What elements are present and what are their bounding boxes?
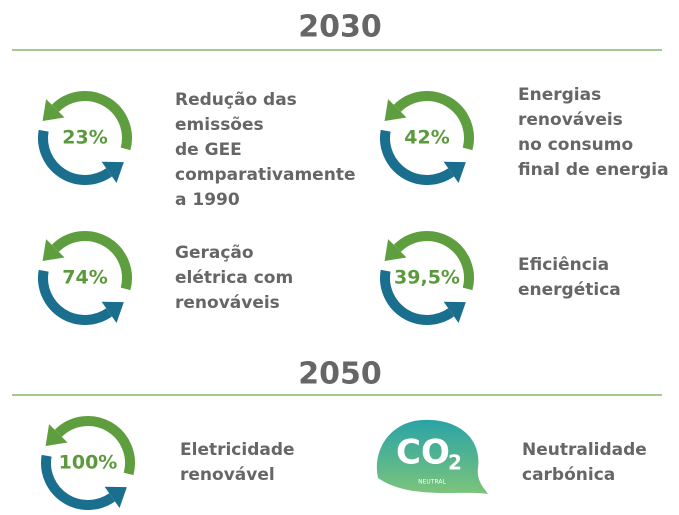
cycle-arrowhead bbox=[443, 161, 466, 184]
cycle-arc bbox=[38, 269, 112, 325]
cycle-arrowhead bbox=[443, 301, 466, 324]
co2-neutral: NEUTRAL bbox=[418, 479, 446, 486]
cycle-arrowhead bbox=[101, 301, 124, 324]
description-line: Geração bbox=[175, 243, 254, 263]
description-line: Eficiência bbox=[518, 255, 609, 275]
description-line: de GEE bbox=[175, 140, 242, 160]
description-line: Neutralidade bbox=[522, 440, 647, 460]
section-title: 2050 bbox=[298, 357, 382, 392]
cycle-arc bbox=[393, 91, 474, 151]
description-line: no consumo bbox=[518, 135, 633, 155]
percentage: 100% bbox=[59, 452, 118, 474]
description-line: comparativamente bbox=[175, 165, 355, 185]
description-line: elétrica com bbox=[175, 268, 293, 288]
cycle-arrowhead bbox=[104, 486, 127, 509]
co2-label: CO bbox=[396, 433, 450, 473]
cycle-arc bbox=[54, 416, 135, 476]
description-line: Redução das bbox=[175, 90, 297, 110]
cycle-arc bbox=[38, 129, 112, 185]
cycle-arc bbox=[380, 129, 454, 185]
cycle-arrowhead bbox=[42, 239, 65, 262]
description-line: renovável bbox=[180, 465, 275, 485]
percentage: 74% bbox=[62, 267, 107, 289]
description-line: renováveis bbox=[175, 293, 280, 313]
section-title: 2030 bbox=[298, 10, 382, 45]
cycle-arc bbox=[51, 91, 132, 151]
cycle-arc bbox=[51, 231, 132, 291]
percentage: 23% bbox=[62, 127, 107, 149]
description-line: energética bbox=[518, 280, 621, 300]
description-line: final de energia bbox=[518, 160, 669, 180]
cycle-arrowhead bbox=[384, 239, 407, 262]
description-line: Eletricidade bbox=[180, 440, 295, 460]
percentage: 39,5% bbox=[394, 267, 460, 289]
description-line: emissões bbox=[175, 115, 264, 135]
description-line: renováveis bbox=[518, 110, 623, 130]
cycle-arc bbox=[380, 269, 454, 325]
cycle-arc bbox=[41, 454, 115, 510]
cycle-arc bbox=[393, 231, 474, 291]
cycle-arrowhead bbox=[42, 99, 65, 122]
cycle-arrowhead bbox=[45, 424, 68, 447]
description-line: carbónica bbox=[522, 465, 615, 485]
description-line: a 1990 bbox=[175, 190, 240, 210]
co2-subscript: 2 bbox=[448, 451, 462, 475]
co2-badge bbox=[376, 419, 488, 494]
description-line: Energias bbox=[518, 85, 601, 105]
cycle-arrowhead bbox=[384, 99, 407, 122]
percentage: 42% bbox=[404, 127, 449, 149]
cycle-arrowhead bbox=[101, 161, 124, 184]
